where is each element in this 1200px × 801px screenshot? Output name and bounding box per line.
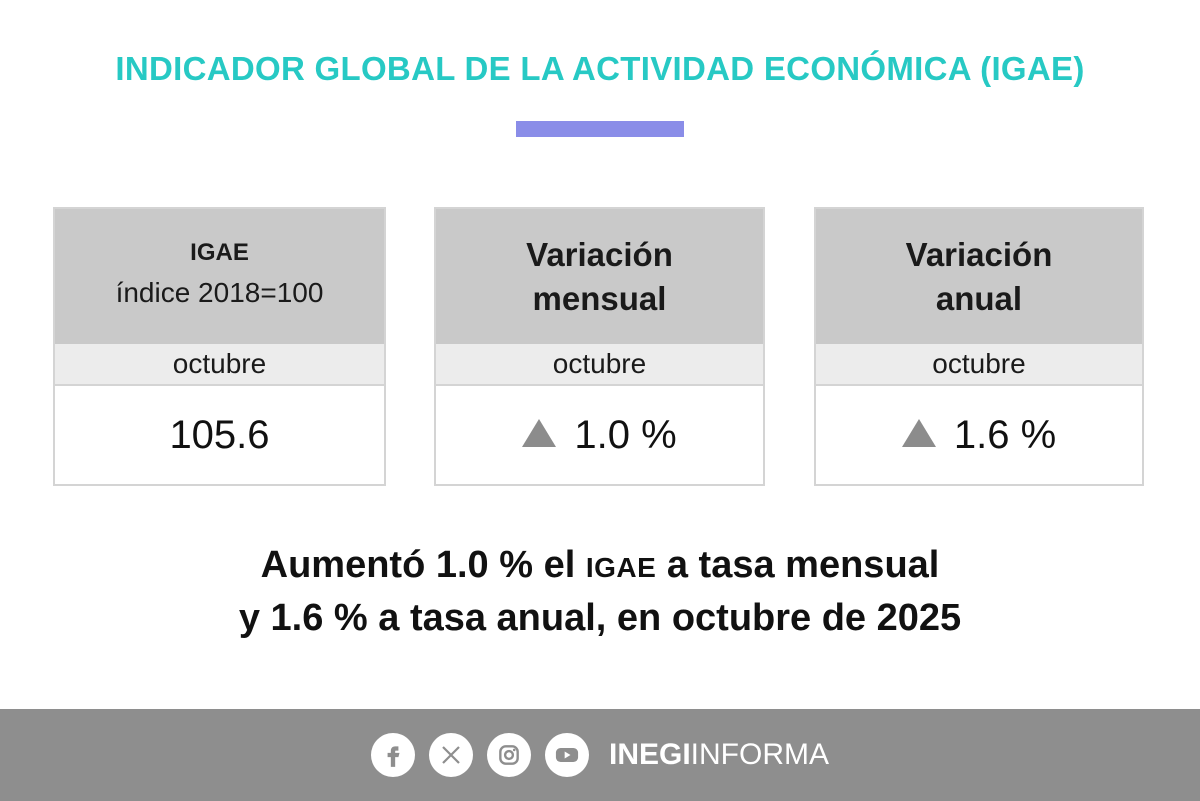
summary-text: Aumentó 1.0 % el IGAE a tasa mensual y 1… [0, 540, 1200, 643]
card-igae-index: IGAE índice 2018=100 octubre 105.6 [53, 207, 386, 486]
card-subtitle: índice 2018=100 [115, 276, 324, 308]
card-title-line2: anual [935, 279, 1023, 317]
card-value: 1.0 % [436, 386, 763, 484]
card-value-text: 1.0 % [574, 412, 677, 457]
x-icon[interactable] [428, 733, 473, 777]
up-triangle-icon [901, 419, 936, 447]
card-title-line1: Variación [905, 235, 1053, 273]
card-header: Variación mensual [436, 209, 763, 344]
card-title: IGAE [190, 238, 249, 266]
card-monthly-variation: Variación mensual octubre 1.0 % [434, 207, 765, 486]
card-month: octubre [55, 344, 384, 386]
card-month: octubre [436, 344, 763, 386]
card-month: octubre [816, 344, 1142, 386]
summary-line-1-start: Aumentó 1.0 % el [260, 544, 586, 586]
card-header: IGAE índice 2018=100 [55, 209, 384, 344]
card-annual-variation: Variación anual octubre 1.6 % [814, 207, 1144, 486]
card-value-text: 105.6 [169, 412, 270, 457]
card-title-line2: mensual [532, 279, 667, 317]
card-value: 1.6 % [816, 386, 1142, 484]
inegi-informa-brand: INEGIINFORMA [609, 738, 829, 772]
footer: INEGIINFORMA [0, 709, 1200, 801]
title-accent-bar [516, 121, 684, 137]
brand-bold: INEGI [608, 738, 691, 771]
card-title-line1: Variación [526, 235, 673, 273]
card-header: Variación anual [816, 209, 1142, 344]
up-triangle-icon [522, 419, 557, 447]
youtube-icon[interactable] [544, 733, 589, 777]
summary-line-2: y 1.6 % a tasa anual, en octubre de 2025 [238, 597, 962, 639]
summary-igae: IGAE [585, 552, 657, 583]
card-value-text: 1.6 % [953, 412, 1057, 457]
instagram-icon[interactable] [486, 733, 531, 777]
facebook-icon[interactable] [370, 733, 415, 777]
brand-light: INFORMA [690, 738, 829, 771]
summary-line-1-end: a tasa mensual [656, 544, 940, 586]
card-value: 105.6 [55, 386, 384, 484]
page-title: INDICADOR GLOBAL DE LA ACTIVIDAD ECONÓMI… [115, 50, 1085, 87]
summary-line-1: Aumentó 1.0 % el IGAE a tasa mensual [0, 540, 1200, 593]
